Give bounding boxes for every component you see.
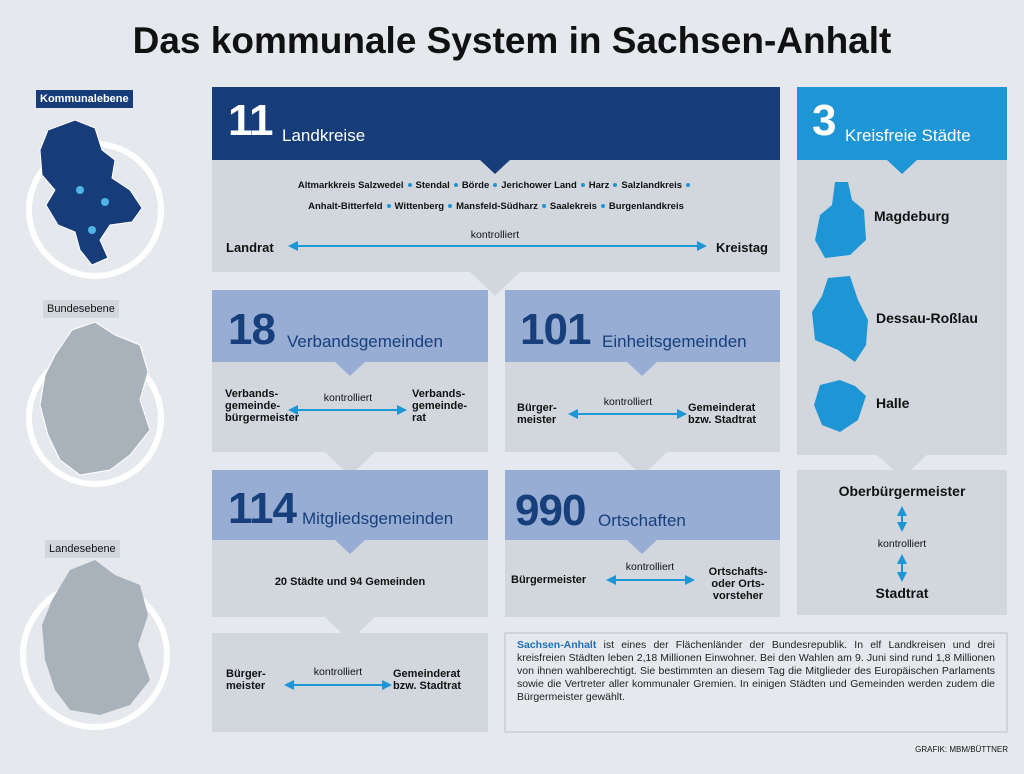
level-label: Landesebene xyxy=(45,540,120,558)
heading: Ortschaften xyxy=(598,511,686,530)
relation: kontrolliert xyxy=(877,538,927,550)
heading: Kreisfreie Städte xyxy=(845,126,971,145)
text-line: Ortschafts- xyxy=(708,566,768,578)
relation: kontrolliert xyxy=(625,561,675,573)
district: Altmarkkreis Salzwedel xyxy=(297,180,404,191)
role: Verbands-gemeinde-bürgermeister xyxy=(225,388,299,424)
district: Wittenberg xyxy=(394,201,445,212)
role: Bürgermeister xyxy=(511,574,587,586)
role: Landrat xyxy=(226,240,274,255)
role: Kreistag xyxy=(715,240,768,255)
role: Bürger-meister xyxy=(226,668,266,692)
bullet xyxy=(453,183,458,187)
name-list: Anhalt-Bitterfeld Wittenberg Mansfeld-Südh… xyxy=(212,201,780,212)
district: Salzlandkreis xyxy=(621,180,683,191)
district: Stendal xyxy=(415,180,450,191)
text-line: bzw. Stadtrat xyxy=(688,414,757,426)
role: Bürger-meister xyxy=(517,402,557,426)
bullet xyxy=(600,204,605,208)
text-line: Gemeinderat xyxy=(688,402,756,414)
text-line: meister xyxy=(226,680,266,692)
bullet xyxy=(686,183,691,187)
info-body: ist eines der Flächenländer der Bundesre… xyxy=(517,639,995,703)
title: Das kommunale System in Sachsen-Anhalt xyxy=(132,20,892,61)
count: 11 xyxy=(228,96,274,145)
highlight: Sachsen-Anhalt xyxy=(517,639,597,651)
text-line: bürgermeister xyxy=(225,412,299,424)
bullet xyxy=(613,183,618,187)
text-line: gemeinde- xyxy=(412,400,468,412)
district: Saalekreis xyxy=(549,201,597,212)
name-list: Altmarkkreis Salzwedel Stendal Börde Jerich… xyxy=(212,180,780,191)
role: Gemeinderat bzw. Stadtrat xyxy=(393,668,461,692)
district: Mansfeld-Südharz xyxy=(456,201,538,212)
district: Anhalt-Bitterfeld xyxy=(308,201,383,212)
text-line: vorsteher xyxy=(712,590,764,602)
relation: kontrolliert xyxy=(470,229,520,241)
text-line: Verbands- xyxy=(225,388,279,400)
text-line: meister xyxy=(517,414,557,426)
text-line: bzw. Stadtrat xyxy=(393,680,462,692)
city: Magdeburg xyxy=(874,208,950,224)
relation: kontrolliert xyxy=(313,666,363,678)
role: Stadtrat xyxy=(875,585,929,601)
district: Harz xyxy=(588,180,610,191)
level-label: Bundesebene xyxy=(43,300,119,318)
count: 3 xyxy=(812,96,837,145)
text-line: oder Orts- xyxy=(711,578,765,590)
text-line: Bürger- xyxy=(226,668,266,680)
role: Verbands-gemeinde-rat xyxy=(412,388,467,424)
role: Ortschafts-oder Orts-vorsteher xyxy=(698,566,778,602)
text-line: Bürger- xyxy=(517,402,557,414)
heading: Landkreise xyxy=(282,126,366,145)
city: Halle xyxy=(876,395,910,411)
district: Jerichower Land xyxy=(501,180,577,191)
role: Gemeinderat bzw. Stadtrat xyxy=(688,402,756,426)
count: 101 xyxy=(520,305,591,354)
heading: Mitgliedsgemeinden xyxy=(302,509,454,528)
heading: Einheitsgemeinden xyxy=(602,332,747,351)
bullet xyxy=(448,204,453,208)
bullet xyxy=(580,183,585,187)
text-line: rat xyxy=(412,412,427,424)
text-line: Verbands- xyxy=(412,388,466,400)
bullet xyxy=(407,183,412,187)
city: Dessau-Roßlau xyxy=(876,310,978,326)
text-line: gemeinde- xyxy=(225,400,281,412)
info-text: Sachsen-Anhalt ist eines der Flächenländ… xyxy=(517,639,995,704)
role: Oberbürgermeister xyxy=(838,483,966,499)
count: 990 xyxy=(515,486,586,535)
bullet xyxy=(493,183,498,187)
heading: Verbandsgemeinden xyxy=(287,332,443,351)
credit: GRAFIK: MBM/BÜTTNER xyxy=(915,745,1008,754)
count: 114 xyxy=(228,484,297,533)
relation: kontrolliert xyxy=(603,396,653,408)
relation: kontrolliert xyxy=(323,392,373,404)
count: 18 xyxy=(228,305,276,354)
bullet xyxy=(541,204,546,208)
district: Burgenlandkreis xyxy=(608,201,684,212)
bullet xyxy=(386,204,391,208)
text-line: Gemeinderat xyxy=(393,668,461,680)
description: 20 Städte und 94 Gemeinden xyxy=(274,576,426,588)
district: Börde xyxy=(461,180,490,191)
level-label: Kommunalebene xyxy=(36,90,133,108)
